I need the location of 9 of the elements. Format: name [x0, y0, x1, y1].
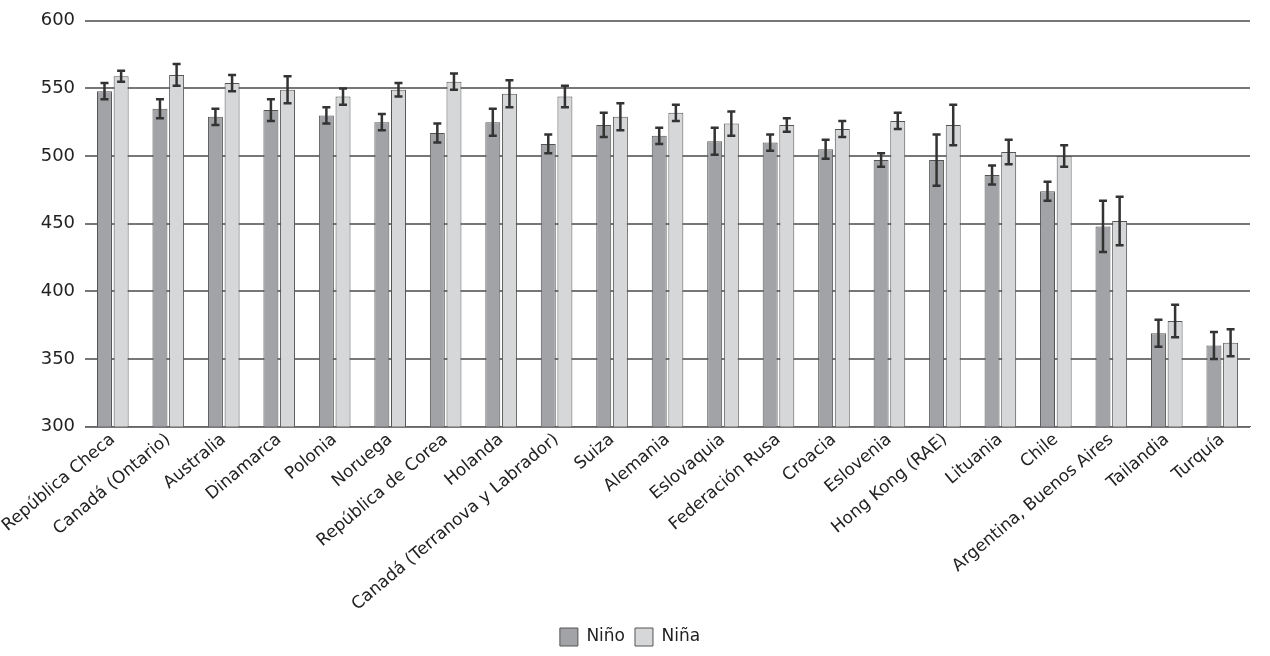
- y-tick-label: 400: [40, 278, 76, 300]
- y-tick-label: 500: [40, 143, 76, 165]
- y-tick-label: 450: [40, 211, 76, 233]
- legend-label: Niño: [586, 625, 625, 646]
- y-tick-label: 550: [40, 76, 76, 98]
- y-tick-label: 350: [40, 346, 76, 368]
- legend-label: Niña: [661, 625, 701, 646]
- y-tick-label: 600: [40, 8, 76, 30]
- y-tick-label: 300: [40, 414, 76, 436]
